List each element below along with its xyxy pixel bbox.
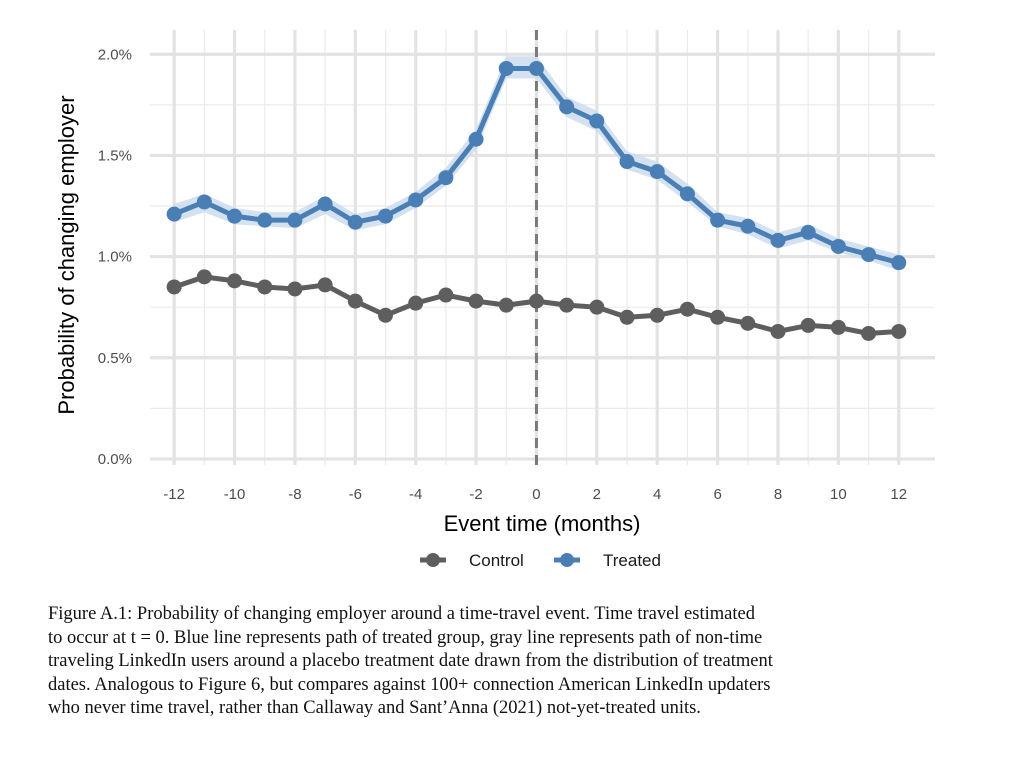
legend-item-treated: Treated xyxy=(554,551,661,570)
caption-line-2: to occur at t = 0. Blue line represents … xyxy=(48,627,763,648)
x-tick-label: 2 xyxy=(593,486,601,503)
point-treated xyxy=(861,247,877,263)
y-tick-label: 2.0% xyxy=(98,46,132,63)
point-control xyxy=(317,277,333,293)
point-control xyxy=(438,287,454,303)
point-treated xyxy=(710,212,726,228)
point-control xyxy=(619,309,635,325)
point-control xyxy=(196,269,212,285)
point-treated xyxy=(317,196,333,212)
point-control xyxy=(257,279,273,295)
x-tick-label: 12 xyxy=(890,486,907,503)
x-axis-ticks: -12 -10 -8 -6 -4 -2 0 2 4 6 8 10 12 xyxy=(163,486,907,503)
point-control xyxy=(166,279,182,295)
point-treated xyxy=(619,154,635,170)
caption-line-5: who never time travel, rather than Calla… xyxy=(48,698,701,718)
point-control xyxy=(800,317,816,333)
point-treated xyxy=(559,99,575,115)
grid xyxy=(150,30,935,465)
x-tick-label: -2 xyxy=(469,486,482,503)
point-treated xyxy=(528,60,544,76)
point-treated xyxy=(649,164,665,180)
legend: Control Treated xyxy=(420,551,661,570)
legend-item-control: Control xyxy=(420,551,524,570)
caption-line-4: dates. Analogous to Figure 6, but compar… xyxy=(48,674,771,695)
x-tick-label: -10 xyxy=(224,486,246,503)
point-control xyxy=(468,293,484,309)
legend-marker-treated xyxy=(560,553,574,567)
point-treated xyxy=(830,238,846,254)
line-chart: 0.0% 0.5% 1.0% 1.5% 2.0% -12 -10 -8 -6 -4 -2 0 2 4 6 8… xyxy=(54,30,935,570)
point-control xyxy=(861,325,877,341)
point-treated xyxy=(468,131,484,147)
legend-label-control: Control xyxy=(469,551,524,570)
series-points xyxy=(166,60,907,341)
point-treated xyxy=(891,255,907,271)
x-tick-label: 8 xyxy=(774,486,782,503)
y-tick-label: 0.0% xyxy=(98,451,132,468)
point-treated xyxy=(227,208,243,224)
x-tick-label: 0 xyxy=(532,486,540,503)
point-control xyxy=(559,297,575,313)
point-treated xyxy=(770,232,786,248)
x-tick-label: 6 xyxy=(713,486,721,503)
y-tick-label: 1.5% xyxy=(98,147,132,164)
point-treated xyxy=(740,218,756,234)
x-axis-title: Event time (months) xyxy=(444,511,641,536)
point-control xyxy=(347,293,363,309)
legend-marker-control xyxy=(426,553,440,567)
point-control xyxy=(891,323,907,339)
point-treated xyxy=(166,206,182,222)
point-control xyxy=(830,319,846,335)
point-control xyxy=(287,281,303,297)
x-tick-label: 4 xyxy=(653,486,661,503)
x-tick-label: 10 xyxy=(830,486,847,503)
point-control xyxy=(710,309,726,325)
point-control xyxy=(679,301,695,317)
point-control xyxy=(770,323,786,339)
point-control xyxy=(498,297,514,313)
point-treated xyxy=(589,113,605,129)
point-control xyxy=(528,293,544,309)
point-treated xyxy=(257,212,273,228)
point-control xyxy=(378,307,393,323)
point-treated xyxy=(408,192,424,208)
x-tick-label: -4 xyxy=(409,486,422,503)
point-control xyxy=(740,315,756,331)
x-tick-label: -12 xyxy=(163,486,185,503)
point-treated xyxy=(378,208,393,224)
point-treated xyxy=(438,170,454,186)
legend-label-treated: Treated xyxy=(603,551,661,570)
figure-caption: Figure A.1: Probability of changing empl… xyxy=(48,603,958,721)
point-treated xyxy=(196,194,212,210)
y-tick-label: 1.0% xyxy=(98,249,132,266)
point-control xyxy=(589,299,605,315)
y-tick-label: 0.5% xyxy=(98,350,132,367)
caption-line-1: Figure A.1: Probability of changing empl… xyxy=(48,604,755,624)
y-axis-title: Probability of changing employer xyxy=(54,95,79,414)
point-treated xyxy=(679,186,695,202)
x-tick-label: -8 xyxy=(288,486,301,503)
point-control xyxy=(649,307,665,323)
point-control xyxy=(227,273,243,289)
point-treated xyxy=(800,224,816,240)
point-treated xyxy=(498,60,514,76)
caption-line-3: traveling LinkedIn users around a placeb… xyxy=(48,651,773,671)
point-control xyxy=(408,295,424,311)
point-treated xyxy=(347,214,363,230)
x-tick-label: -6 xyxy=(349,486,362,503)
point-treated xyxy=(287,212,303,228)
y-axis-ticks: 0.0% 0.5% 1.0% 1.5% 2.0% xyxy=(98,46,132,468)
